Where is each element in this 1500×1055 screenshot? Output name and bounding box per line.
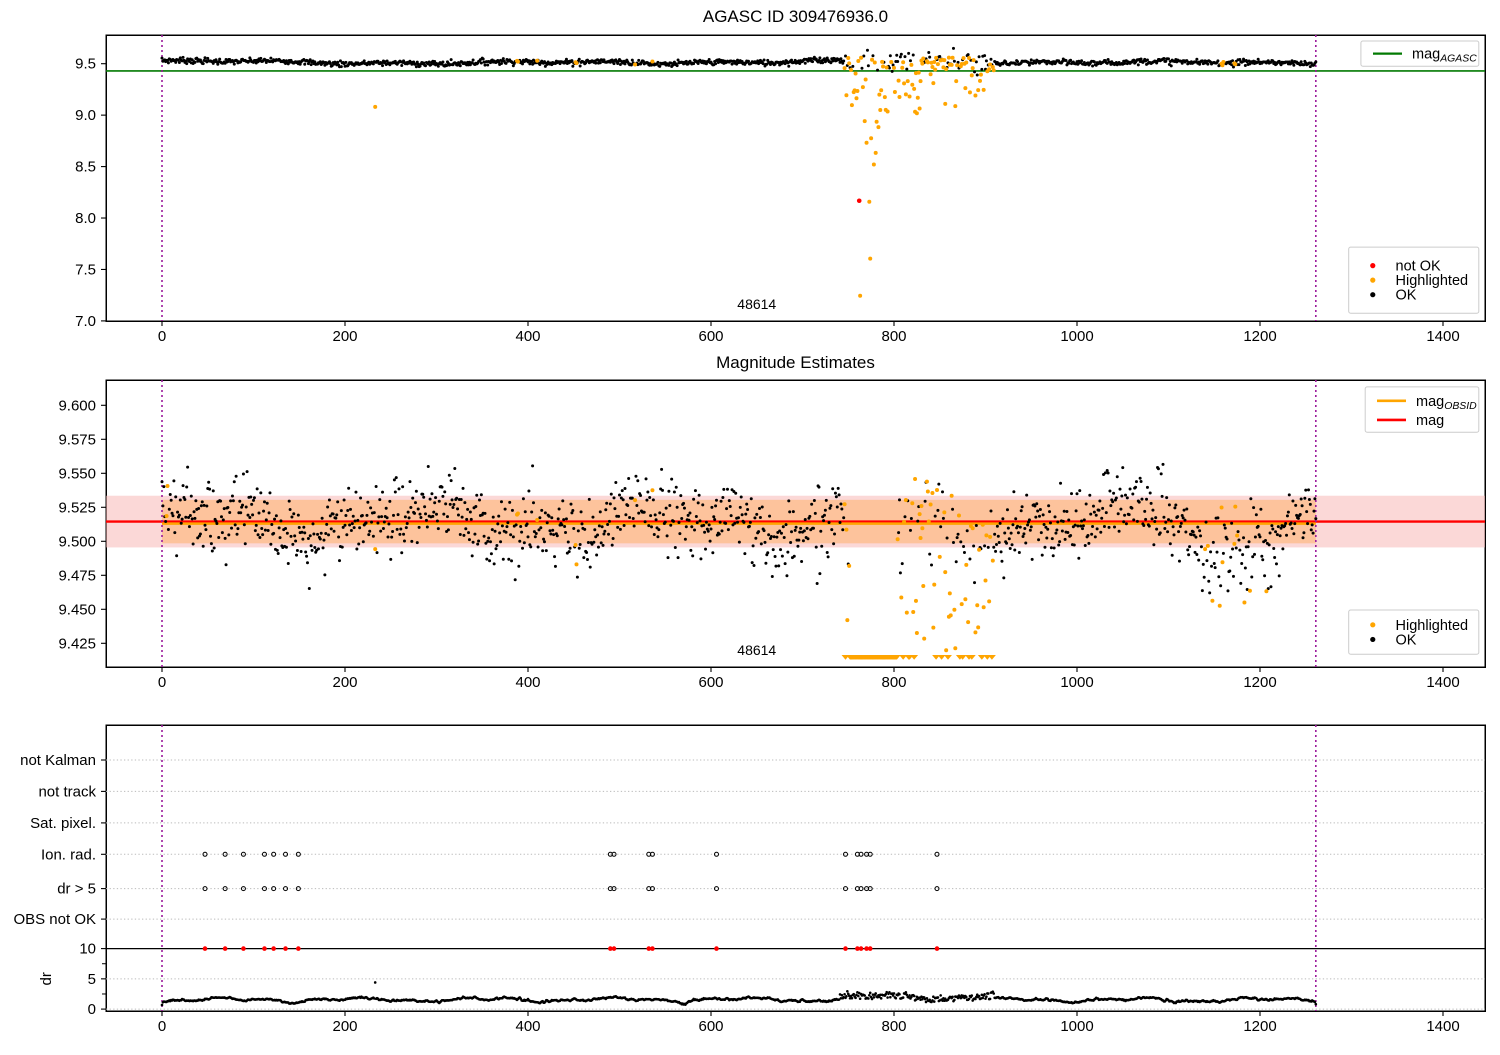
svg-text:0: 0	[88, 1001, 96, 1018]
svg-text:7.5: 7.5	[75, 261, 96, 278]
svg-text:dr: dr	[38, 972, 55, 985]
svg-text:600: 600	[698, 1018, 723, 1035]
svg-text:9.550: 9.550	[58, 465, 96, 482]
svg-text:9.5: 9.5	[75, 56, 96, 73]
svg-text:1400: 1400	[1426, 674, 1459, 691]
svg-text:dr > 5: dr > 5	[57, 881, 96, 898]
svg-text:600: 600	[698, 674, 723, 691]
svg-text:OK: OK	[1396, 288, 1417, 304]
svg-text:AGASC ID 309476936.0: AGASC ID 309476936.0	[703, 7, 888, 26]
svg-text:not Kalman: not Kalman	[20, 752, 96, 769]
svg-text:Sat. pixel.: Sat. pixel.	[30, 815, 96, 832]
svg-text:600: 600	[698, 328, 723, 345]
svg-text:200: 200	[332, 674, 357, 691]
svg-text:9.525: 9.525	[58, 499, 96, 516]
svg-text:48614: 48614	[737, 642, 776, 658]
svg-text:0: 0	[158, 1018, 166, 1035]
svg-text:8.5: 8.5	[75, 159, 96, 176]
svg-text:9.475: 9.475	[58, 567, 96, 584]
svg-text:1000: 1000	[1060, 1018, 1093, 1035]
svg-text:mag: mag	[1416, 413, 1444, 429]
svg-text:10: 10	[79, 941, 96, 958]
svg-text:1000: 1000	[1060, 674, 1093, 691]
svg-text:800: 800	[881, 328, 906, 345]
svg-text:Ion. rad.: Ion. rad.	[41, 846, 96, 863]
svg-text:9.500: 9.500	[58, 533, 96, 550]
svg-text:OBS not OK: OBS not OK	[13, 911, 96, 928]
svg-text:48614: 48614	[737, 296, 776, 312]
svg-text:1000: 1000	[1060, 328, 1093, 345]
svg-text:800: 800	[881, 1018, 906, 1035]
svg-text:1200: 1200	[1243, 328, 1276, 345]
svg-text:800: 800	[881, 674, 906, 691]
svg-text:400: 400	[515, 1018, 540, 1035]
svg-text:200: 200	[332, 1018, 357, 1035]
svg-text:9.425: 9.425	[58, 635, 96, 652]
svg-text:9.0: 9.0	[75, 107, 96, 124]
svg-text:400: 400	[515, 674, 540, 691]
svg-text:0: 0	[158, 328, 166, 345]
svg-text:5: 5	[88, 971, 96, 988]
svg-text:200: 200	[332, 328, 357, 345]
svg-text:1200: 1200	[1243, 674, 1276, 691]
svg-text:9.600: 9.600	[58, 397, 96, 414]
svg-text:9.450: 9.450	[58, 601, 96, 618]
svg-text:1400: 1400	[1426, 328, 1459, 345]
svg-text:7.0: 7.0	[75, 313, 96, 330]
svg-text:not track: not track	[38, 783, 96, 800]
svg-text:OK: OK	[1396, 632, 1417, 648]
svg-text:0: 0	[158, 674, 166, 691]
svg-text:Magnitude Estimates: Magnitude Estimates	[716, 353, 875, 372]
svg-text:1200: 1200	[1243, 1018, 1276, 1035]
svg-text:400: 400	[515, 328, 540, 345]
svg-text:Highlighted: Highlighted	[1396, 618, 1469, 634]
svg-text:8.0: 8.0	[75, 210, 96, 227]
svg-text:1400: 1400	[1426, 1018, 1459, 1035]
svg-text:9.575: 9.575	[58, 431, 96, 448]
